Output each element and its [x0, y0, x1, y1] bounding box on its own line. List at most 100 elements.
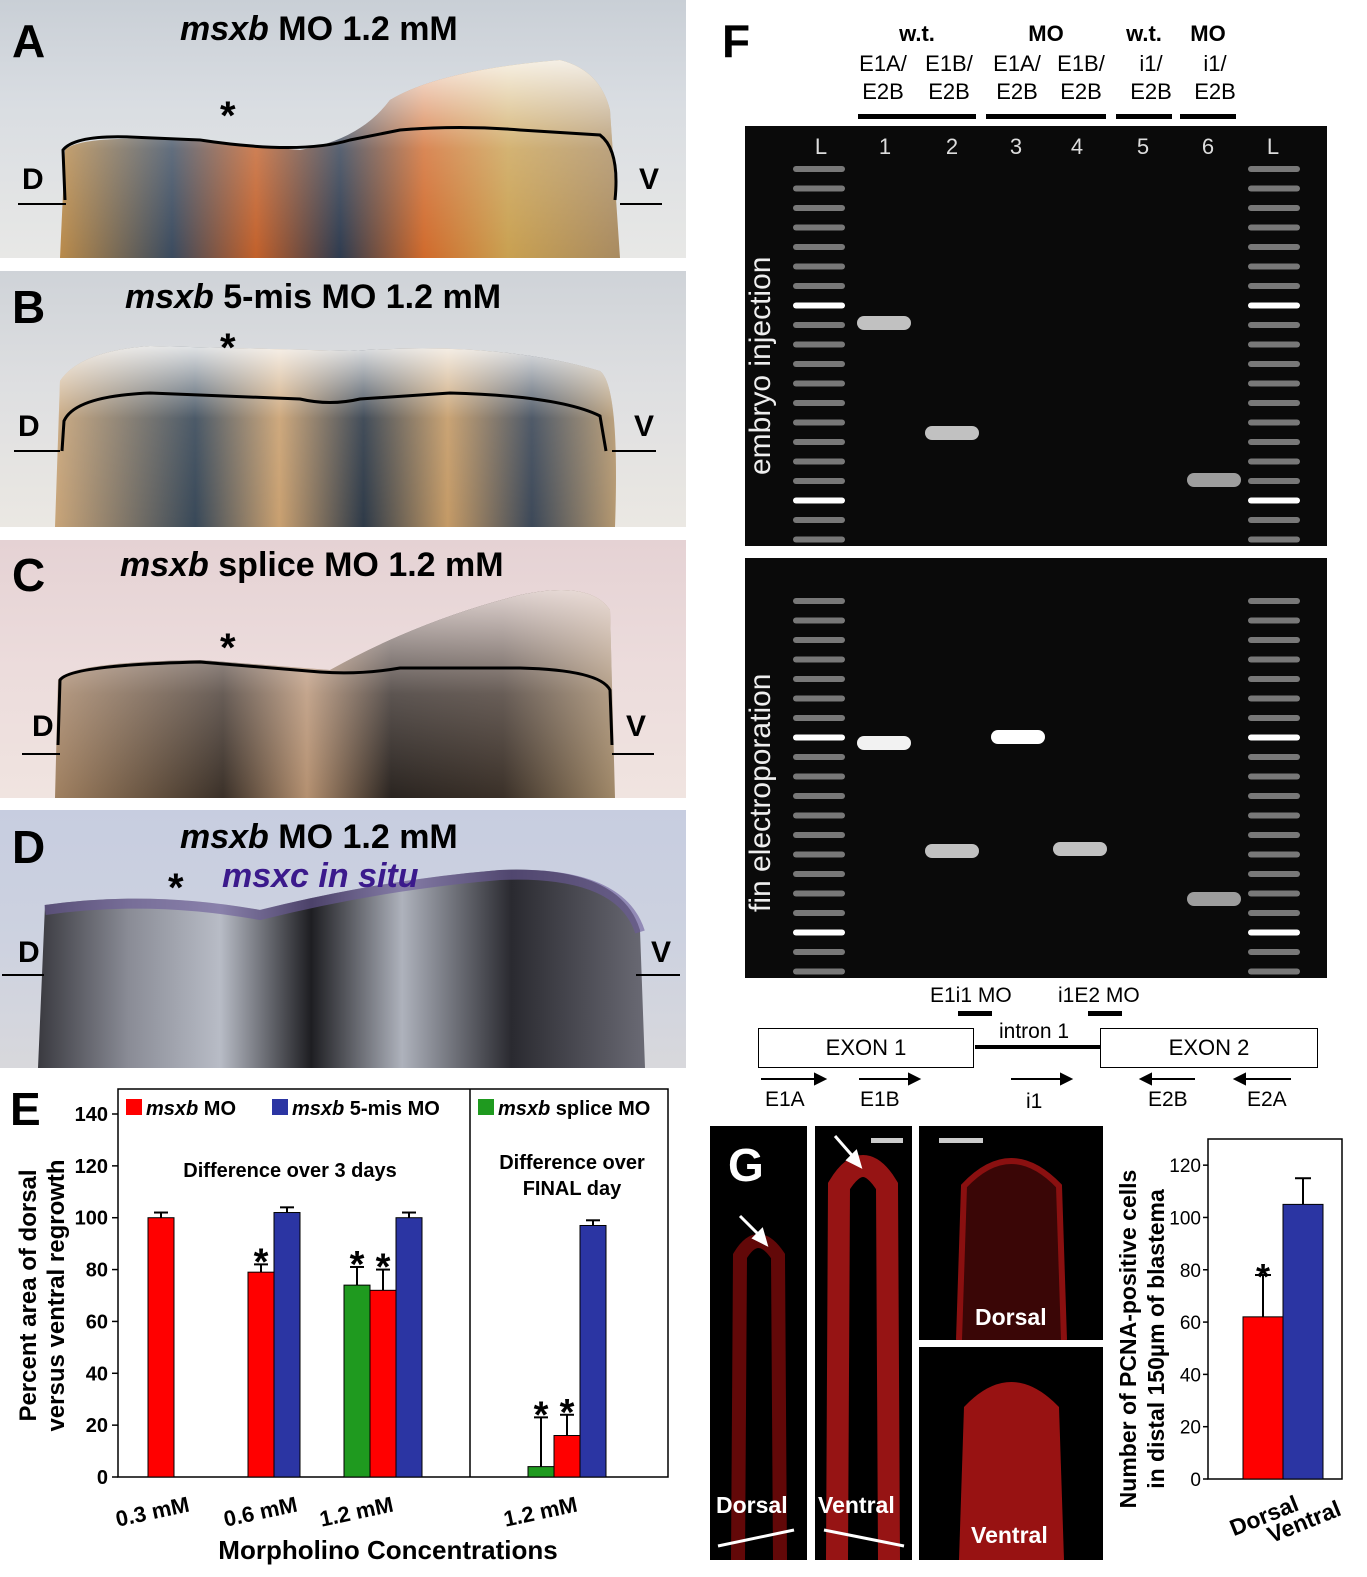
panel-b-label: B: [12, 281, 46, 333]
gel-lane-label: 2: [945, 134, 959, 159]
panel-d-photo: [0, 810, 686, 1068]
gel-ladder-band: [793, 439, 845, 445]
panel-a-title-rest: MO 1.2 mM: [268, 10, 458, 48]
panel-e-bar: [343, 1284, 371, 1478]
panel-a-photo: [0, 0, 686, 258]
gel-pcr-band: [857, 316, 911, 330]
gel-ladder-band: [793, 322, 845, 328]
gel-ladder-band: [1248, 478, 1300, 484]
panel-g-bar: [1282, 1203, 1324, 1480]
gel-primer-pair: i1/E2B: [1130, 51, 1172, 104]
panel-c-dorsal-mark: D: [32, 710, 54, 743]
panel-g-label: G: [728, 1139, 764, 1191]
panel-a-ventral-mark: V: [639, 163, 660, 196]
gel-group-label: w.t.: [1126, 21, 1162, 46]
panel-b-ventral-mark: V: [634, 410, 655, 443]
gel-primer-pair: i1/E2B: [1194, 51, 1236, 104]
panel-g-dorsal-zoom-label: Dorsal: [975, 1304, 1047, 1330]
gel-ladder-band: [793, 400, 845, 406]
gel-pcr-band: [857, 736, 911, 750]
mo1-label: E1i1 MO: [930, 984, 1012, 1007]
gel-ladder-band: [1248, 754, 1300, 760]
gel-ladder-band: [793, 676, 845, 682]
gel-lane-label: L: [1266, 134, 1280, 159]
gel-ladder-band: [1248, 617, 1300, 624]
gel-ladder-band: [1248, 890, 1300, 897]
panel-a-title: msxb MO 1.2 mM: [180, 10, 458, 49]
mo1-bar: [958, 1011, 992, 1016]
panel-e-bar: [147, 1217, 175, 1478]
panel-g-ventral-label: Ventral: [818, 1492, 895, 1518]
panel-c-ventral-arrow: [612, 753, 654, 755]
gel-ladder-band: [793, 851, 845, 858]
gel-ladder-band: [793, 185, 845, 192]
legend-swatch: [272, 1099, 288, 1115]
panel-g-ylabel: Number of PCNA-positive cellsin distal 1…: [1115, 1170, 1169, 1509]
panel-g-sig-star: *: [1256, 1256, 1270, 1297]
intron-line: [975, 1045, 1101, 1049]
gel-ladder-band: [793, 773, 845, 780]
panel-e-ytick-label: 120: [75, 1156, 108, 1178]
gel-ladder-band: [1248, 322, 1300, 328]
gel-lane-label: 3: [1009, 134, 1023, 159]
gel-ladder-band: [793, 871, 845, 877]
gel-lane-label: 5: [1136, 134, 1150, 159]
gel-ladder-band: [1248, 244, 1300, 250]
gel-group-label: w.t.: [899, 21, 935, 46]
legend-entry: msxb MO: [146, 1098, 236, 1120]
panel-c-star: *: [220, 626, 236, 670]
panel-e-sig-star: *: [376, 1247, 391, 1289]
gel-ladder-band: [1248, 968, 1300, 975]
panel-b-gene: msxb: [125, 278, 214, 316]
gel-ladder-band: [793, 478, 845, 484]
panel-d-dorsal-mark: D: [18, 936, 40, 969]
gel-ladder-band: [793, 536, 845, 543]
gel-lane-label: 4: [1070, 134, 1084, 159]
gel-ladder-band: [1248, 910, 1300, 916]
panel-e-bar: [553, 1435, 581, 1478]
gel-pcr-band: [1187, 892, 1241, 906]
gel-ladder-band: [1248, 439, 1300, 445]
gel-ladder-band: [1248, 598, 1300, 604]
gel-ladder-band: [1248, 205, 1300, 211]
gel-ladder-band: [1248, 185, 1300, 192]
primer-label-i1: i1: [1026, 1090, 1043, 1113]
gel-pcr-band: [925, 426, 979, 440]
panel-b-dorsal-mark: D: [18, 410, 40, 443]
panel-d-subtitle: msxc in situ: [222, 857, 419, 895]
gel-pcr-band: [1053, 842, 1107, 856]
panel-e-bar: [395, 1217, 423, 1478]
primer-arrows: [761, 1072, 1291, 1086]
gel-ladder-band: [1248, 419, 1300, 426]
panel-g-ventral-section: [815, 1126, 912, 1560]
panel-e-bar: [273, 1212, 301, 1478]
panel-g-ytick-label: 20: [1180, 1418, 1201, 1439]
panel-a-dorsal-arrow: [18, 203, 66, 205]
panel-e-sig-star: *: [350, 1244, 365, 1286]
gel-ladder-band: [1248, 458, 1300, 465]
gel-group-bar: [1116, 114, 1172, 119]
exon2-box: EXON 2: [1100, 1028, 1318, 1068]
gel-ladder-band: [793, 380, 845, 387]
panel-e-sig-star: *: [560, 1392, 575, 1434]
gel-ladder-band: [1248, 283, 1300, 289]
gel-primer-pair: E1A/E2B: [993, 51, 1041, 104]
panel-e-bar: [247, 1271, 275, 1478]
panel-e-ytick-label: 60: [86, 1311, 108, 1333]
panel-e-bar: [369, 1289, 397, 1478]
panel-g-bar: [1242, 1316, 1284, 1480]
gel-primer-pair: E1B/E2B: [925, 51, 973, 104]
gel-ladder-band: [793, 166, 845, 172]
mo2-label: i1E2 MO: [1058, 984, 1140, 1007]
panel-b-dorsal-arrow: [14, 450, 60, 452]
panel-g-ytick-label: 0: [1190, 1470, 1201, 1491]
panel-g-scalebar-1: [871, 1138, 903, 1143]
panel-e-ytick-label: 40: [86, 1363, 108, 1385]
mo2-bar: [1088, 1011, 1122, 1016]
panel-e-ytick-label: 20: [86, 1415, 108, 1437]
panel-g-dorsal-label: Dorsal: [716, 1492, 788, 1518]
gel-lane-label: 1: [878, 134, 892, 159]
gel-primer-pair: E1B/E2B: [1057, 51, 1105, 104]
gel-ladder-band: [1248, 793, 1300, 799]
gel-ladder-band: [793, 458, 845, 465]
